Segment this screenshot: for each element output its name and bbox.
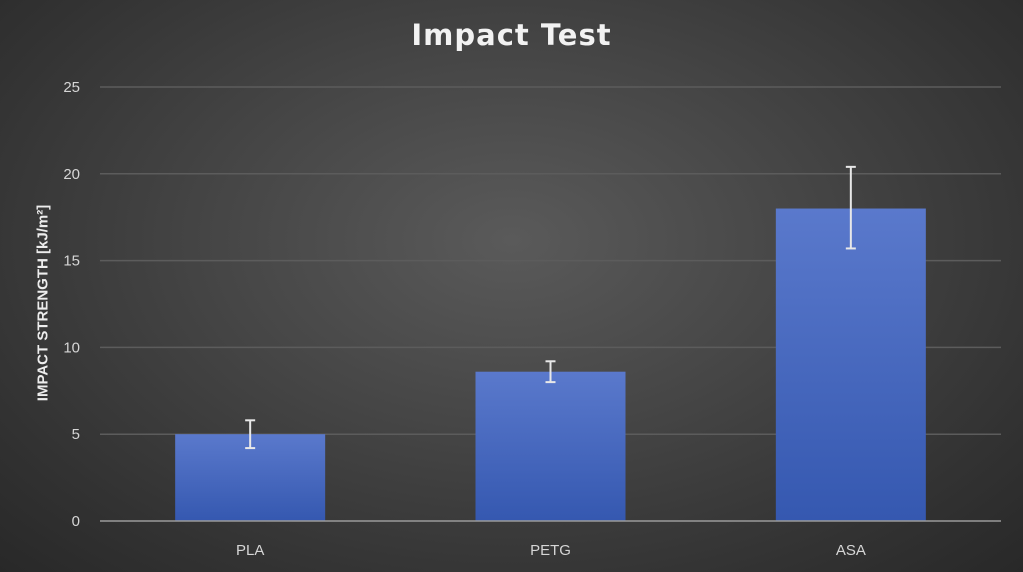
error-bar-pla	[245, 419, 256, 450]
y-tick-label: 25	[63, 79, 80, 96]
x-tick-label: PLA	[236, 542, 264, 559]
error-bar-asa	[845, 165, 856, 250]
y-tick-label: 20	[63, 166, 80, 183]
y-tick-label: 10	[63, 339, 80, 356]
y-tick-label: 0	[72, 513, 80, 530]
x-tick-label: PETG	[530, 542, 571, 559]
x-tick-label: ASA	[836, 542, 866, 559]
bar-petg	[475, 371, 626, 521]
bar-asa	[775, 208, 926, 521]
chart-title: Impact Test	[411, 18, 612, 52]
y-tick-label: 5	[72, 426, 80, 443]
bars	[175, 208, 926, 521]
error-bars	[245, 165, 856, 450]
error-bar-petg	[545, 360, 556, 384]
tick-labels: 0 5 10 15 20 25 PLA PETG ASA	[63, 79, 866, 559]
y-tick-label: 15	[63, 253, 80, 270]
